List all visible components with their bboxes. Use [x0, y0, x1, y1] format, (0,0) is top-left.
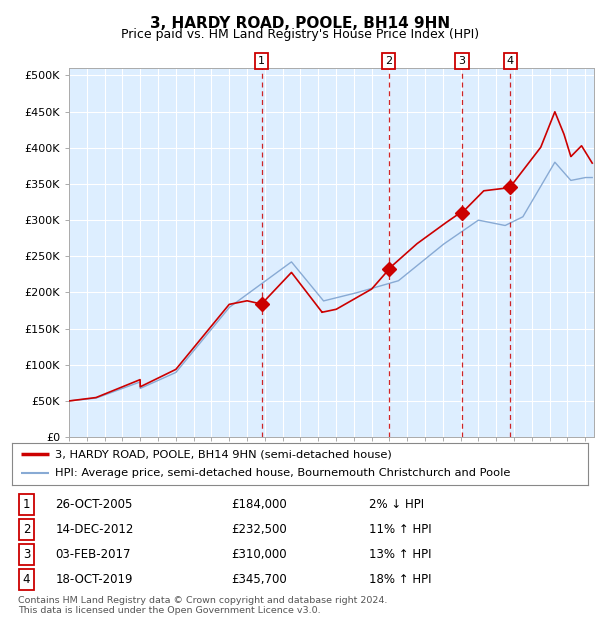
Text: 2: 2	[23, 523, 30, 536]
Text: 3, HARDY ROAD, POOLE, BH14 9HN (semi-detached house): 3, HARDY ROAD, POOLE, BH14 9HN (semi-det…	[55, 449, 392, 459]
Text: Contains HM Land Registry data © Crown copyright and database right 2024.: Contains HM Land Registry data © Crown c…	[18, 596, 388, 606]
Text: 03-FEB-2017: 03-FEB-2017	[55, 548, 131, 561]
Text: £184,000: £184,000	[231, 498, 287, 511]
Text: 18% ↑ HPI: 18% ↑ HPI	[369, 573, 431, 586]
Text: 4: 4	[506, 56, 514, 66]
Text: 2% ↓ HPI: 2% ↓ HPI	[369, 498, 424, 511]
Text: 14-DEC-2012: 14-DEC-2012	[55, 523, 134, 536]
Text: 26-OCT-2005: 26-OCT-2005	[55, 498, 133, 511]
Text: 3, HARDY ROAD, POOLE, BH14 9HN: 3, HARDY ROAD, POOLE, BH14 9HN	[150, 16, 450, 30]
Text: 11% ↑ HPI: 11% ↑ HPI	[369, 523, 432, 536]
Text: 13% ↑ HPI: 13% ↑ HPI	[369, 548, 431, 561]
Text: £345,700: £345,700	[231, 573, 287, 586]
Text: 1: 1	[23, 498, 30, 511]
Text: 3: 3	[458, 56, 466, 66]
Text: 3: 3	[23, 548, 30, 561]
Text: £310,000: £310,000	[231, 548, 287, 561]
Text: Price paid vs. HM Land Registry's House Price Index (HPI): Price paid vs. HM Land Registry's House …	[121, 28, 479, 41]
Text: £232,500: £232,500	[231, 523, 287, 536]
Text: 18-OCT-2019: 18-OCT-2019	[55, 573, 133, 586]
Text: HPI: Average price, semi-detached house, Bournemouth Christchurch and Poole: HPI: Average price, semi-detached house,…	[55, 469, 511, 479]
Text: 4: 4	[23, 573, 30, 586]
Text: This data is licensed under the Open Government Licence v3.0.: This data is licensed under the Open Gov…	[18, 606, 320, 616]
Text: 2: 2	[385, 56, 392, 66]
Text: 1: 1	[258, 56, 265, 66]
